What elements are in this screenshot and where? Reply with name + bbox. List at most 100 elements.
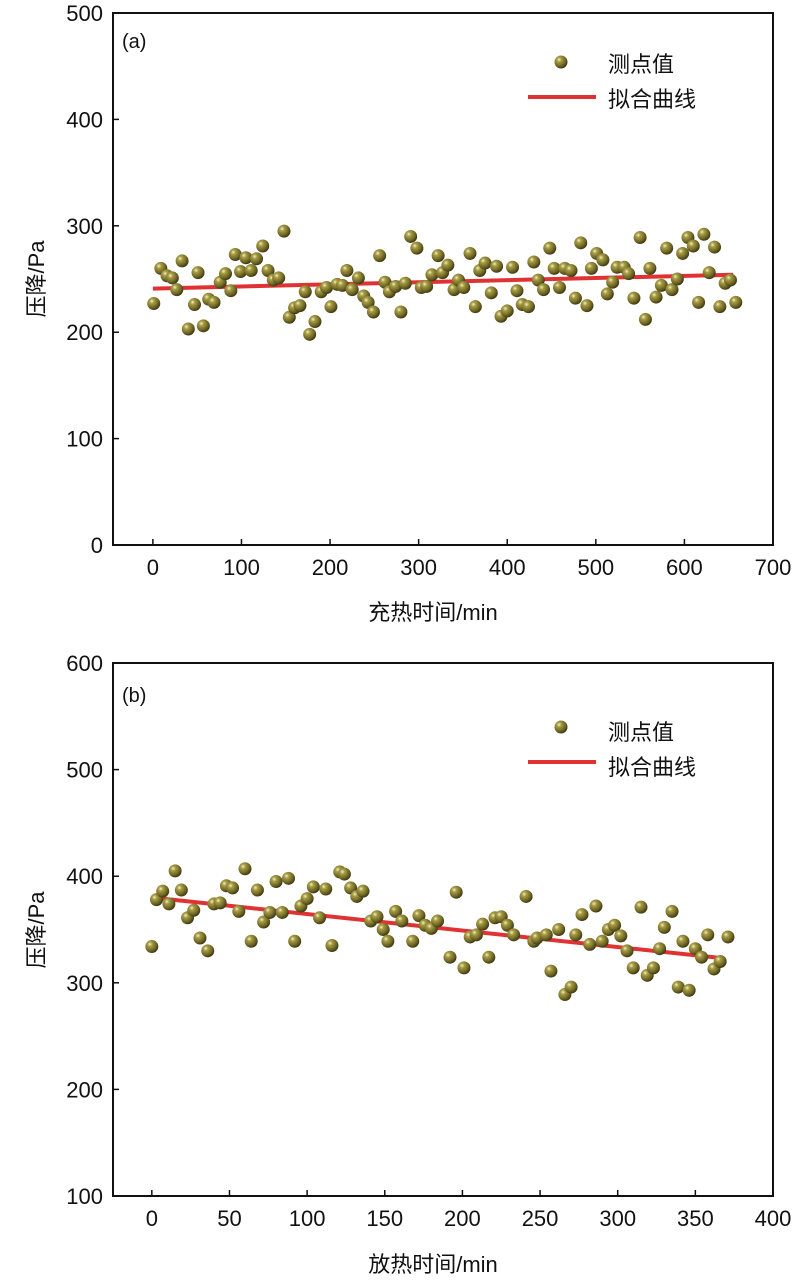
data-point-b <box>476 917 490 931</box>
x-tick-label-b: 150 <box>366 1206 403 1231</box>
data-point-b <box>412 909 426 923</box>
data-point-b <box>187 903 201 917</box>
x-tick-label-a: 100 <box>223 555 260 580</box>
data-point-b <box>695 950 709 964</box>
y-tick-label-a: 0 <box>91 533 103 558</box>
y-tick-label-a: 400 <box>66 107 103 132</box>
panel-label-b: (b) <box>122 685 146 707</box>
data-point-a <box>234 265 248 279</box>
data-point-a <box>335 278 349 292</box>
data-point-b <box>145 940 159 954</box>
data-point-a <box>420 279 434 293</box>
data-point-b <box>482 950 496 964</box>
x-tick-label-a: 300 <box>400 555 437 580</box>
data-point-b <box>263 905 277 919</box>
data-point-b <box>443 950 457 964</box>
data-point-a <box>510 284 524 298</box>
data-point-b <box>300 892 314 906</box>
data-point-b <box>500 918 514 932</box>
legend-point-marker-b <box>554 720 568 734</box>
data-point-a <box>256 239 270 253</box>
data-point-a <box>649 290 663 304</box>
data-point-a <box>622 267 636 281</box>
data-point-b <box>250 883 264 897</box>
data-point-b <box>356 884 370 898</box>
data-point-a <box>478 256 492 270</box>
y-axis-label-a: 压降/Pa <box>24 240 49 318</box>
data-point-a <box>729 295 743 309</box>
data-point-a <box>147 296 161 310</box>
data-point-b <box>507 928 521 942</box>
data-point-a <box>660 241 674 255</box>
data-point-a <box>410 241 424 255</box>
data-point-b <box>370 910 384 924</box>
data-point-b <box>713 954 727 968</box>
data-point-a <box>320 281 334 295</box>
legend-fit-label-b: 拟合曲线 <box>608 755 696 780</box>
data-point-b <box>583 937 597 951</box>
data-point-b <box>201 944 215 958</box>
data-point-a <box>239 251 253 265</box>
data-point-b <box>544 964 558 978</box>
data-point-b <box>376 923 390 936</box>
data-point-b <box>337 867 351 881</box>
data-point-a <box>308 315 322 329</box>
data-point-b <box>646 961 660 975</box>
data-point-b <box>653 942 667 956</box>
data-point-a <box>340 263 354 277</box>
fit-line-a <box>152 272 734 291</box>
y-tick-label-b: 300 <box>66 971 103 996</box>
data-point-a <box>654 278 668 292</box>
data-point-b <box>721 930 735 944</box>
data-point-b <box>595 934 609 948</box>
data-point-a <box>500 304 514 318</box>
data-point-a <box>643 261 657 275</box>
data-point-b <box>469 928 483 942</box>
data-point-b <box>244 934 258 948</box>
data-point-b <box>431 914 445 928</box>
data-point-a <box>196 319 210 333</box>
x-axis-label-a: 充热时间/min <box>368 600 498 625</box>
data-point-b <box>701 928 715 942</box>
data-point-a <box>303 327 317 341</box>
y-tick-label-b: 200 <box>66 1077 103 1102</box>
data-point-b <box>389 904 403 918</box>
chart-b: (b) 放热时间/min 压降/Pa 测点值 拟合曲线 0 50 100 150 200… <box>24 651 791 1277</box>
data-point-a <box>191 266 205 280</box>
data-point-b <box>569 928 583 942</box>
data-point-a <box>345 283 359 297</box>
x-tick-label-b: 400 <box>755 1206 792 1231</box>
data-point-a <box>170 283 184 297</box>
data-point-a <box>441 258 455 272</box>
data-point-a <box>361 295 375 309</box>
data-point-b <box>213 896 227 910</box>
data-point-a <box>676 246 690 260</box>
data-point-a <box>574 236 588 250</box>
data-point-a <box>250 252 264 266</box>
data-point-a <box>457 281 471 295</box>
data-point-a <box>600 287 614 301</box>
data-point-b <box>614 929 628 943</box>
y-tick-label-a: 200 <box>66 320 103 345</box>
data-point-b <box>162 897 176 911</box>
data-point-a <box>708 240 722 254</box>
legend-point-marker-a <box>554 55 568 69</box>
data-point-a <box>723 273 737 287</box>
data-point-a <box>531 273 545 287</box>
data-point-a <box>431 249 445 263</box>
legend-points-label-b: 测点值 <box>608 720 674 745</box>
data-point-b <box>168 864 182 878</box>
data-point-b <box>174 883 188 897</box>
plot-frame-b <box>112 662 774 1197</box>
data-point-a <box>463 246 477 260</box>
data-point-a <box>697 227 711 241</box>
x-tick-label-a: 700 <box>755 555 792 580</box>
data-point-b <box>306 880 320 894</box>
y-tick-label-b: 400 <box>66 864 103 889</box>
data-point-a <box>282 310 296 324</box>
data-point-a <box>638 312 652 326</box>
data-point-b <box>325 938 339 952</box>
data-point-b <box>671 980 685 994</box>
data-point-b <box>232 904 246 918</box>
